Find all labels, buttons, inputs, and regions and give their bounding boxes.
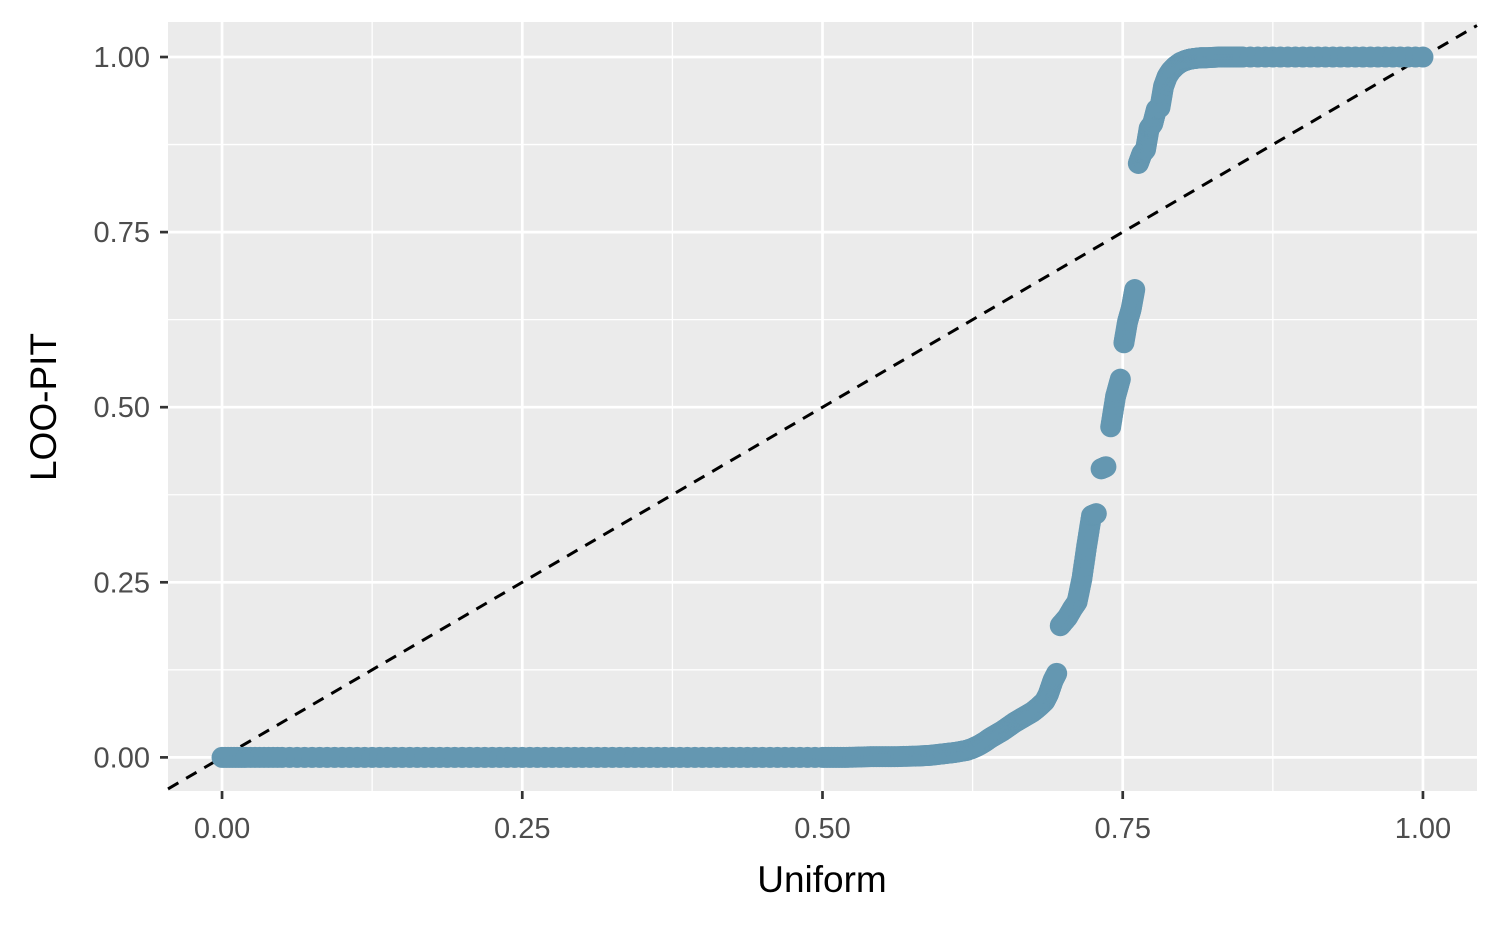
y-axis-title: LOO-PIT [23,333,64,481]
data-point [1412,46,1434,68]
reference-line-group [167,24,1478,791]
data-point [1085,503,1107,525]
y-tick-label: 0.25 [94,567,150,599]
x-tick-label: 0.25 [494,813,550,845]
x-axis-title: Uniform [757,859,887,900]
x-tick-label: 1.00 [1395,813,1451,845]
y-axis: 0.00 0.25 0.50 0.75 1.00 [94,42,168,774]
y-tick-label: 0.00 [94,742,150,774]
x-tick-label: 0.75 [1095,813,1151,845]
y-tick-label: 0.75 [94,217,150,249]
data-point [1046,662,1068,684]
x-axis: 0.00 0.25 0.50 0.75 1.00 [194,791,1451,845]
data-point [1109,368,1131,390]
x-tick-label: 0.50 [794,813,850,845]
reference-line [167,24,1478,791]
y-tick-label: 1.00 [94,42,150,74]
data-point [1124,279,1146,301]
x-tick-label: 0.00 [194,813,250,845]
data-point [1095,456,1117,478]
data-points [211,46,1434,768]
y-tick-label: 0.50 [94,392,150,424]
